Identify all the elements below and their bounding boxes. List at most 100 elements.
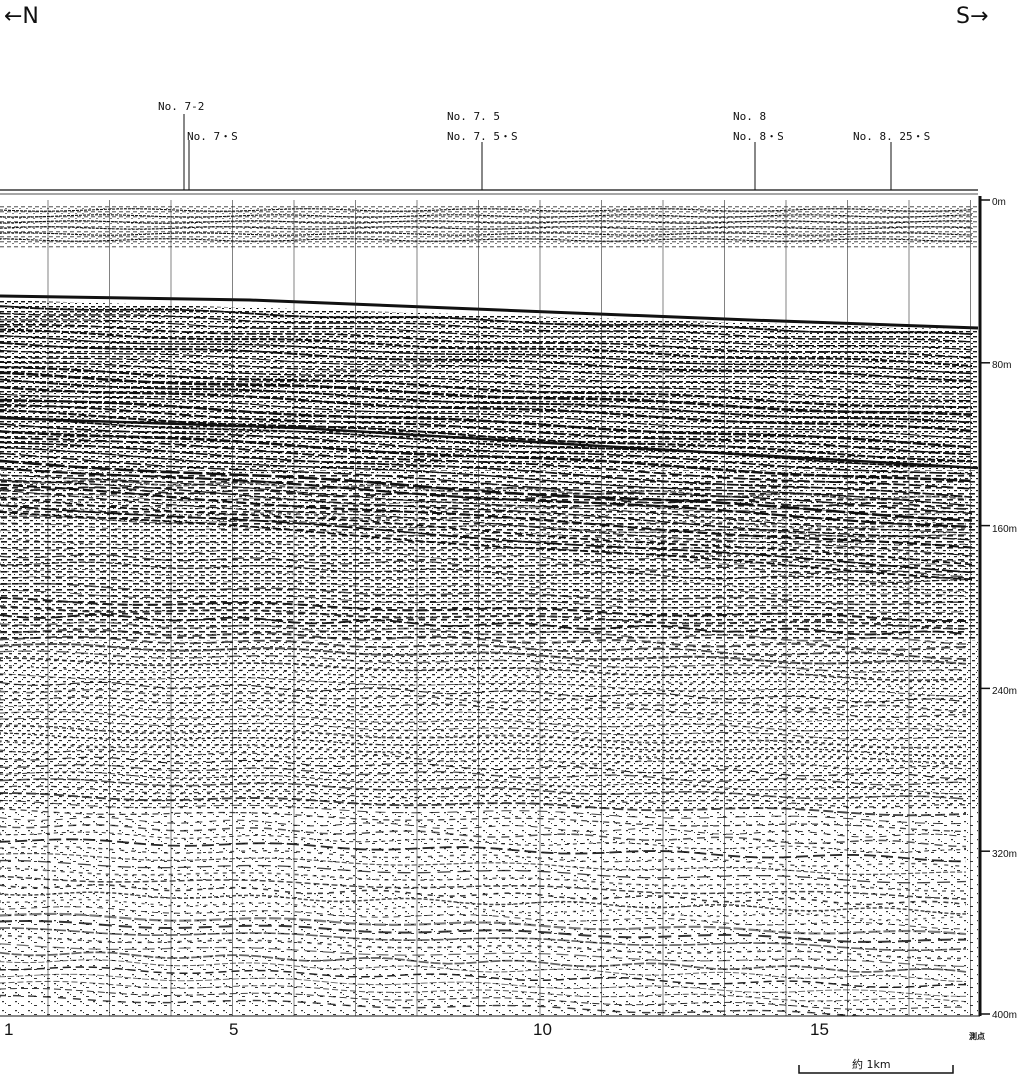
sediment-reflector (0, 371, 973, 416)
deep-reflector (0, 838, 967, 863)
sediment-reflector (0, 436, 973, 490)
sediment-reflector (0, 441, 973, 499)
deep-reflector (0, 590, 967, 614)
deep-reflector (0, 613, 967, 636)
deep-reflector (0, 681, 967, 703)
depth-tick-label: 80m (992, 360, 1012, 371)
shot-point-axis-label: 測点 (969, 1032, 985, 1041)
deep-reflector (0, 808, 967, 833)
station-label-no7-5-s: No. 7. 5・S (447, 130, 518, 143)
depth-tick-label: 160m (992, 524, 1018, 535)
deep-reflector (0, 605, 967, 631)
sediment-reflector (0, 305, 973, 335)
shot-point-label: 1 (4, 1020, 14, 1039)
sediment-reflector (0, 452, 973, 515)
deep-reflector (0, 664, 967, 690)
shot-point-label: 10 (533, 1020, 552, 1039)
deep-reflector (0, 554, 967, 578)
sediment-reflector (0, 459, 973, 522)
deep-reflector (0, 642, 967, 665)
deep-reflector (0, 696, 967, 719)
deep-reflector (0, 763, 967, 786)
sediment-reflector (0, 334, 973, 375)
deep-reflector (0, 867, 967, 892)
depth-tick-label: 320m (992, 849, 1018, 860)
station-label-no8-s: No. 8・S (733, 130, 784, 143)
deep-reflector (0, 576, 967, 597)
scale-bar-label: 約 1km (852, 1058, 891, 1071)
sediment-reflector (0, 349, 973, 389)
deep-reflector (0, 546, 967, 568)
seabed-reflector (0, 294, 979, 330)
depth-tick-label: 400m (992, 1010, 1018, 1021)
sediment-reflector (0, 392, 973, 440)
deep-reflector (0, 508, 967, 530)
water-column-band (0, 226, 973, 230)
sediment-reflector (0, 473, 973, 534)
deep-reflector (0, 582, 966, 606)
sediment-reflector (0, 489, 973, 557)
deep-reflector (0, 859, 967, 884)
deep-reflector (0, 596, 967, 623)
water-column-band (0, 220, 973, 224)
shot-point-label: 5 (229, 1020, 239, 1039)
deep-reflector (0, 486, 967, 510)
deep-reflector (0, 934, 967, 960)
deep-reflector (0, 792, 967, 817)
deep-reflector (0, 973, 967, 997)
deep-reflector (0, 951, 967, 973)
deep-reflector (0, 703, 967, 727)
depth-tick-label: 0m (992, 197, 1006, 208)
water-column-band (0, 208, 973, 212)
deep-reflector (0, 756, 967, 780)
deep-reflector (0, 816, 967, 838)
deep-reflector (0, 980, 967, 1003)
sediment-reflector (0, 341, 973, 382)
deep-reflector (0, 966, 967, 989)
multiple-reflector (0, 416, 979, 470)
sediment-reflector (0, 366, 973, 409)
sediment-reflector (0, 423, 973, 475)
deep-reflector (0, 621, 967, 645)
deep-reflector (0, 478, 967, 501)
deep-reflector (0, 920, 966, 943)
deep-reflector (0, 959, 967, 982)
station-label-no8: No. 8 (733, 110, 767, 123)
shot-point-label: 15 (810, 1020, 829, 1039)
deep-reflector (0, 824, 967, 848)
deep-reflector (0, 561, 967, 583)
deep-reflector (0, 537, 967, 563)
deep-reflector (0, 912, 967, 936)
water-column-band (0, 232, 973, 236)
deep-reflector (0, 883, 967, 906)
deep-reflector (0, 943, 967, 968)
deep-reflector (0, 875, 967, 900)
water-column-band (0, 238, 973, 242)
sediment-reflector (0, 318, 973, 351)
deep-reflector (0, 845, 967, 868)
deep-reflector (0, 891, 967, 915)
sediment-reflector (0, 378, 973, 424)
deep-reflector (0, 688, 967, 713)
deep-reflector (0, 515, 966, 538)
sediment-reflector (0, 467, 973, 528)
deep-reflector (0, 852, 966, 875)
deep-reflector (0, 749, 967, 771)
sediment-reflector (0, 483, 973, 549)
sediment-reflector (0, 323, 973, 359)
deep-reflector (0, 628, 967, 651)
sediment-reflector (0, 510, 973, 581)
direction-south-label: S→ (956, 4, 989, 29)
deep-reflector (0, 994, 966, 1016)
deep-reflector (0, 988, 966, 1010)
station-label-no8-25-s: No. 8. 25・S (853, 130, 931, 143)
station-label-no7-2: No. 7-2 (158, 100, 205, 113)
deep-reflector (0, 568, 967, 592)
direction-north-label: ←N (4, 4, 39, 29)
sediment-reflector (0, 430, 973, 483)
sediment-reflector (0, 496, 973, 566)
deep-reflector (0, 927, 967, 952)
deep-reflector (0, 650, 966, 673)
water-column-band (0, 214, 973, 218)
